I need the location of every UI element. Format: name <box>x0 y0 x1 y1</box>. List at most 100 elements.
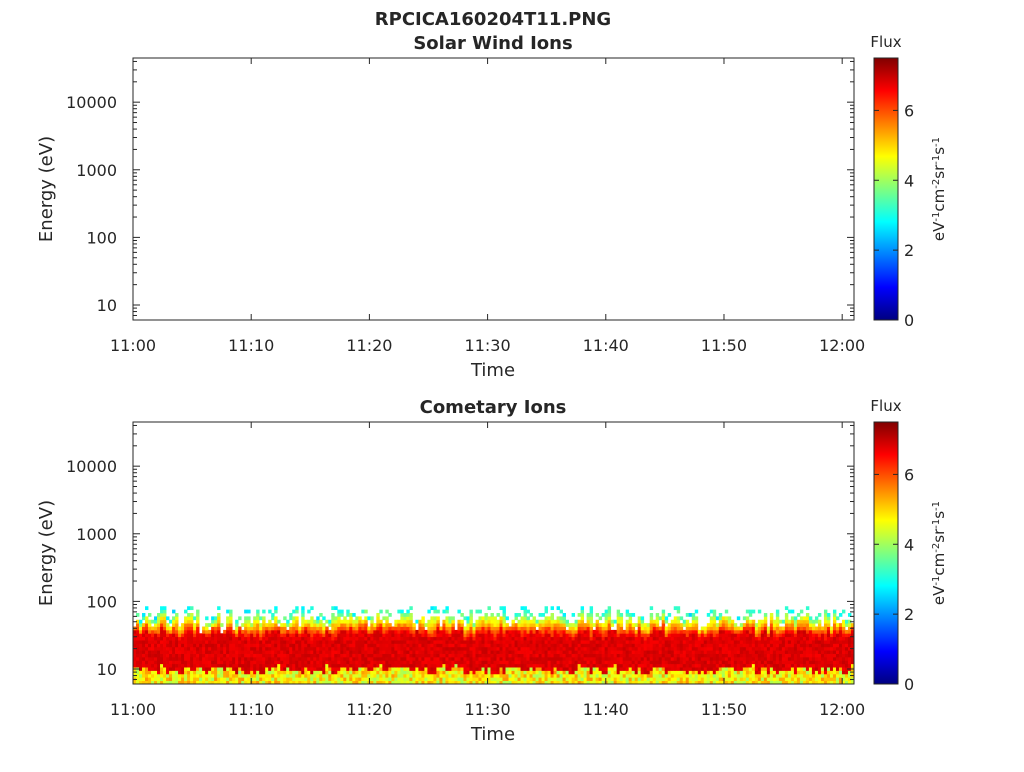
heatmap-cell <box>385 656 389 661</box>
heatmap-cell <box>625 677 630 682</box>
heatmap-cell <box>814 626 819 631</box>
heatmap-cell <box>256 680 260 685</box>
heatmap-cell <box>364 673 368 678</box>
heatmap-cell <box>466 623 470 627</box>
heatmap-cell <box>523 670 527 675</box>
heatmap-cell <box>265 663 269 668</box>
heatmap-cell <box>664 646 669 651</box>
heatmap-cell <box>562 643 566 648</box>
heatmap-cell <box>403 643 407 648</box>
heatmap-cell <box>475 653 479 658</box>
heatmap-cell <box>442 673 446 678</box>
heatmap-cell <box>400 667 404 671</box>
heatmap-cell <box>565 629 569 634</box>
heatmap-cell <box>658 646 663 651</box>
heatmap-cell <box>499 640 503 644</box>
heatmap-cell <box>142 643 146 648</box>
heatmap-cell <box>523 636 527 641</box>
heatmap-cell <box>637 646 642 651</box>
heatmap-cell <box>220 640 224 644</box>
heatmap-cell <box>373 650 377 654</box>
heatmap-cell <box>817 626 822 631</box>
heatmap-cell <box>688 677 693 682</box>
heatmap-cell <box>364 640 368 644</box>
heatmap-cell <box>463 653 467 658</box>
heatmap-cell <box>817 629 822 634</box>
heatmap-cell <box>652 667 657 671</box>
heatmap-cell <box>550 653 554 658</box>
heatmap-cell <box>751 609 756 614</box>
heatmap-cell <box>604 633 609 638</box>
heatmap-cell <box>601 677 606 682</box>
heatmap-cell <box>298 667 302 671</box>
heatmap-cell <box>757 619 762 624</box>
heatmap-cell <box>379 640 383 644</box>
heatmap-cell <box>175 640 179 644</box>
heatmap-cell <box>163 619 167 624</box>
heatmap-cell <box>526 640 530 644</box>
heatmap-cell <box>415 646 419 651</box>
heatmap-cell <box>580 613 585 617</box>
heatmap-cell <box>634 646 639 651</box>
heatmap-cell <box>250 673 254 678</box>
heatmap-cell <box>679 673 684 678</box>
heatmap-cell <box>661 640 666 644</box>
heatmap-cell <box>466 616 470 621</box>
heatmap-cell <box>631 663 636 668</box>
heatmap-cell <box>829 680 834 685</box>
heatmap-cell <box>688 643 693 648</box>
heatmap-cell <box>328 656 332 661</box>
heatmap-cell <box>247 640 251 644</box>
heatmap-cell <box>757 670 762 675</box>
heatmap-cell <box>829 677 834 682</box>
heatmap-cell <box>136 653 140 658</box>
heatmap-cell <box>454 680 458 685</box>
heatmap-cell <box>739 663 744 668</box>
heatmap-cell <box>817 670 822 675</box>
heatmap-cell <box>538 633 542 638</box>
heatmap-cell <box>637 670 642 675</box>
heatmap-cell <box>763 646 768 651</box>
heatmap-cell <box>826 677 831 682</box>
heatmap-cell <box>739 643 744 648</box>
heatmap-cell <box>328 667 332 671</box>
heatmap-cell <box>811 653 816 658</box>
heatmap-cell <box>841 653 846 658</box>
heatmap-cell <box>547 650 551 654</box>
heatmap-cell <box>259 629 263 634</box>
heatmap-cell <box>136 656 140 661</box>
heatmap-cell <box>382 673 386 678</box>
heatmap-cell <box>148 619 152 624</box>
heatmap-cell <box>295 663 299 668</box>
heatmap-cell <box>235 619 239 624</box>
heatmap-cell <box>523 613 527 617</box>
heatmap-cell <box>397 633 401 638</box>
heatmap-cell <box>628 619 633 624</box>
heatmap-cell <box>154 667 158 671</box>
heatmap-cell <box>406 660 410 665</box>
heatmap-cell <box>208 653 212 658</box>
heatmap-cell <box>238 653 242 658</box>
heatmap-cell <box>511 680 515 685</box>
heatmap-cell <box>649 660 654 665</box>
heatmap-cell <box>415 656 419 661</box>
heatmap-cell <box>139 623 143 627</box>
heatmap-cell <box>625 663 630 668</box>
heatmap-cell <box>841 650 846 654</box>
heatmap-cell <box>739 636 744 641</box>
heatmap-cell <box>280 660 284 665</box>
heatmap-cell <box>478 643 482 648</box>
heatmap-cell <box>349 613 353 617</box>
heatmap-cell <box>838 673 843 678</box>
heatmap-cell <box>250 643 254 648</box>
heatmap-cell <box>313 663 317 668</box>
heatmap-cell <box>190 653 194 658</box>
heatmap-cell <box>307 670 311 675</box>
heatmap-cell <box>544 660 548 665</box>
heatmap-cell <box>163 626 167 631</box>
heatmap-cell <box>334 626 338 631</box>
heatmap-cell <box>484 640 488 644</box>
heatmap-cell <box>673 673 678 678</box>
heatmap-cell <box>376 667 380 671</box>
heatmap-cell <box>304 636 308 641</box>
